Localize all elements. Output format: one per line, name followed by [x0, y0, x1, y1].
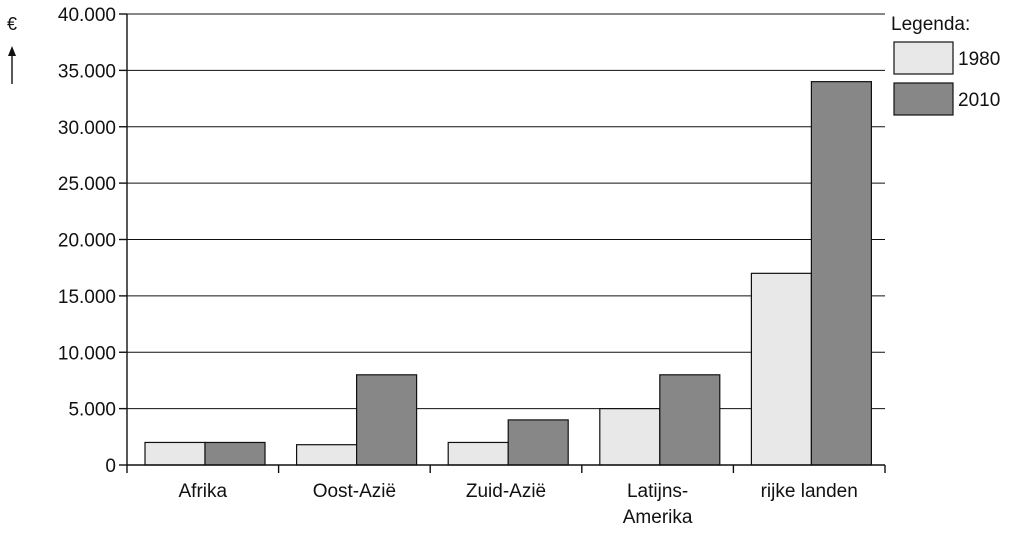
bar-1980	[447, 441, 509, 466]
bar-2010	[204, 441, 266, 466]
legend-label: 2010	[958, 90, 1000, 111]
legend-swatch-2010	[893, 82, 954, 116]
y-tick-label: 5.000	[68, 400, 116, 421]
bar-1980	[296, 444, 358, 466]
y-tick-label: 10.000	[58, 343, 116, 364]
legend-swatch-1980	[893, 41, 954, 75]
x-tick-label: Oost-Azië	[313, 481, 396, 502]
x-tick-label: rijke landen	[761, 481, 858, 502]
y-tick-label: 35.000	[58, 61, 116, 82]
bar-1980	[750, 272, 813, 466]
x-ticks: Afrika Oost-Azië Zuid-Azië Latijns-Amerika r…	[126, 465, 886, 528]
bar-1980	[599, 408, 661, 466]
legend-label: 1980	[958, 49, 1000, 70]
y-tick-label: 25.000	[58, 174, 116, 195]
y-tick-label: 0	[105, 456, 116, 477]
y-tick-label: 40.000	[58, 5, 116, 26]
legend-title: Legenda:	[891, 14, 970, 35]
bars	[144, 81, 873, 466]
bar-2010	[810, 81, 873, 466]
bar-2010	[507, 419, 569, 466]
y-tick-label: 15.000	[58, 287, 116, 308]
legend: Legenda: 1980 2010	[891, 14, 1000, 116]
y-ticks: 0 5.000 10.000 15.000 20.000 25.000 30.000 35.0…	[58, 5, 127, 477]
y-tick-label: 30.000	[58, 118, 116, 139]
gridlines	[127, 13, 885, 410]
legend-items: 1980 2010	[893, 41, 1000, 116]
x-tick-label: Zuid-Azië	[466, 481, 546, 502]
bar-2010	[659, 374, 721, 466]
y-axis-arrow-icon	[8, 46, 16, 84]
y-tick-label: 20.000	[58, 231, 116, 252]
x-tick-label: Afrika	[179, 481, 228, 502]
y-axis-unit-label: €	[7, 14, 17, 34]
bar-2010	[356, 374, 418, 466]
bar-1980	[144, 441, 206, 466]
x-tick-label: Latijns-Amerika	[623, 481, 693, 528]
